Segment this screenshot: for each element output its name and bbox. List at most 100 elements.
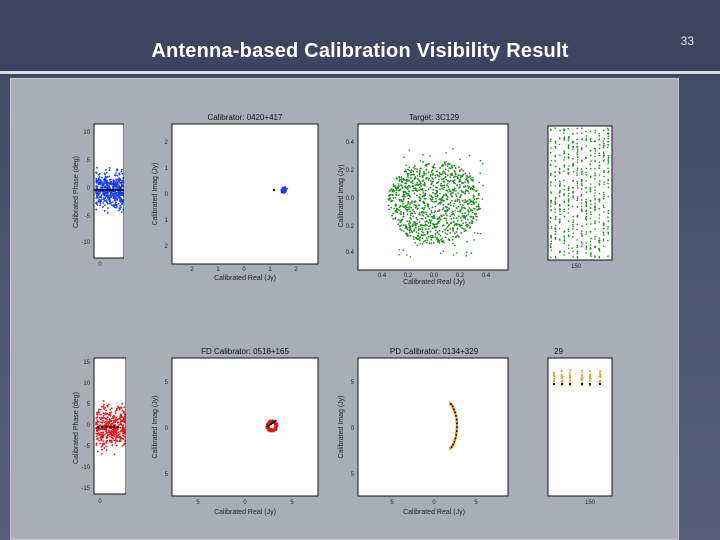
scatter-point [589,377,592,380]
scatter-point [412,185,415,188]
scatter-point [439,218,442,221]
bottom-center-xtick: 5 [290,500,294,506]
scatter-point [466,223,468,226]
scatter-point [408,224,411,227]
scatter-point [472,216,475,218]
bottom-left-ytick: 5 [87,402,91,408]
scatter-point [431,169,434,172]
scatter-point [607,154,610,157]
scatter-point [390,188,393,190]
scatter-point [458,180,461,183]
scatter-point [435,192,438,195]
scatter-point [462,169,465,172]
scatter-point [572,192,574,194]
scatter-point [549,138,552,140]
scatter-point [438,220,441,223]
scatter-point [117,421,119,424]
scatter-point [463,230,466,233]
scatter-point [99,192,102,194]
scatter-point [410,181,412,184]
scatter-point [106,176,109,178]
plot-bottom-far-right-svg: 29 150 [547,347,613,506]
scatter-point [598,221,600,223]
scatter-point [400,219,403,222]
scatter-point [426,230,429,233]
scatter-point [581,369,583,372]
scatter-point [581,234,583,237]
scatter-point [549,164,552,166]
scatter-point [594,160,596,162]
scatter-point [97,177,100,179]
scatter-point [459,225,461,228]
scatter-point [391,199,393,202]
scatter-point [580,193,583,196]
scatter-point [96,450,99,453]
scatter-point [119,406,122,409]
scatter-point [457,235,460,238]
scatter-point [594,132,596,134]
scatter-point [472,217,474,220]
scatter-point [580,384,583,387]
scatter-point [482,184,484,187]
scatter-point [415,226,417,229]
bottom-right-ytick: 0 [351,426,355,432]
scatter-point [420,167,422,170]
scatter-point [427,171,430,174]
scatter-point [103,403,105,406]
scatter-point [104,425,108,429]
top-right-xtick: 0.0 [430,273,439,279]
scatter-point [554,175,557,177]
scatter-point [414,212,416,215]
scatter-point [115,193,117,195]
scatter-point [430,242,433,245]
scatter-point [471,200,473,203]
scatter-point [607,158,610,160]
scatter-point [270,420,273,422]
scatter-point [404,191,407,193]
scatter-point [460,175,463,178]
scatter-point [572,195,574,197]
scatter-point [607,209,610,212]
scatter-point [119,192,121,194]
scatter-point [105,428,107,431]
scatter-point [598,239,600,242]
scatter-point [101,448,103,451]
scatter-point [392,185,395,187]
scatter-point [434,226,437,229]
scatter-point [472,185,475,187]
scatter-point [558,203,561,206]
scatter-point [475,215,478,218]
scatter-point [110,407,113,410]
scatter-point [550,234,552,237]
scatter-point [580,188,583,190]
scatter-point [421,195,424,198]
scatter-point [122,427,124,430]
scatter-point [577,196,579,198]
scatter-point [467,224,470,227]
scatter-point [108,182,111,185]
scatter-point [576,146,579,149]
scatter-point [408,222,410,225]
top-center-ylabel: Calibrated Imag (Jy) [152,162,159,225]
scatter-point [585,203,588,205]
scatter-point [455,235,458,238]
scatter-point [111,437,114,440]
scatter-point [585,248,587,250]
scatter-point [467,210,470,213]
scatter-point [124,427,126,429]
plot-bottom-left-svg: Calibrated Phase (deg) 15 10 5 0 -5 -10 … [73,357,126,505]
scatter-point [585,135,588,137]
scatter-point [401,205,404,208]
scatter-point [115,416,118,419]
scatter-point [428,225,430,228]
scatter-point [432,188,434,191]
scatter-point [400,198,402,201]
scatter-point [393,207,396,210]
scatter-point [580,241,583,243]
scatter-point [585,167,588,170]
scatter-point [452,254,455,256]
scatter-point [116,425,120,429]
scatter-point [563,188,566,191]
scatter-point [589,370,591,373]
scatter-point [100,194,103,197]
